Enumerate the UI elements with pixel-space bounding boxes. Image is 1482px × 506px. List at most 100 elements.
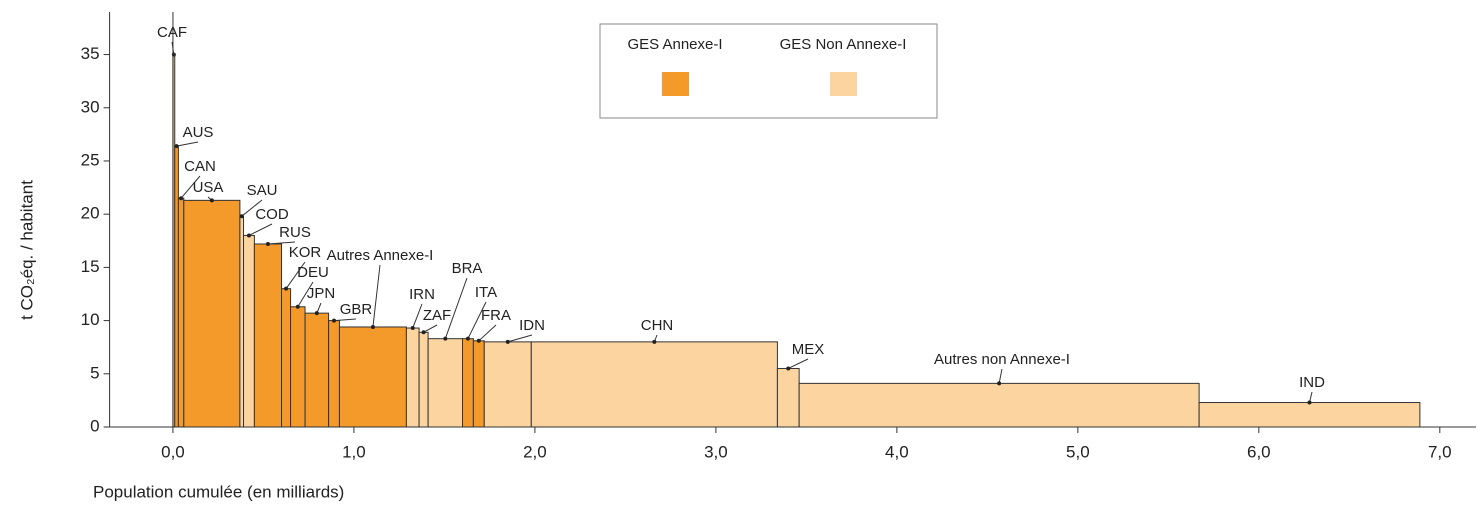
bar bbox=[798, 382, 1200, 428]
bar bbox=[427, 338, 464, 428]
leader-line bbox=[788, 358, 809, 369]
bar bbox=[290, 306, 306, 428]
bar-label: CHN bbox=[641, 317, 674, 334]
leader-line bbox=[423, 324, 438, 333]
point bbox=[209, 198, 214, 203]
bar bbox=[1198, 402, 1421, 428]
leader-line bbox=[412, 303, 423, 329]
point bbox=[476, 338, 481, 343]
leader-line bbox=[176, 141, 199, 147]
point bbox=[421, 330, 426, 335]
legend-box bbox=[599, 23, 938, 119]
bar-label: KOR bbox=[289, 244, 322, 261]
bar-label: ITA bbox=[475, 284, 497, 301]
leader-line bbox=[507, 334, 533, 343]
point bbox=[370, 324, 375, 329]
bar-label: SAU bbox=[247, 182, 278, 199]
y-tick-label: 35 bbox=[81, 44, 100, 63]
y-tick-label: 0 bbox=[90, 416, 99, 435]
x-tick-label: 6,0 bbox=[1247, 442, 1271, 461]
bar bbox=[328, 320, 340, 428]
point bbox=[246, 233, 251, 238]
bar bbox=[239, 215, 245, 428]
leader-line bbox=[444, 277, 468, 339]
x-tick-label: 0,0 bbox=[161, 442, 185, 461]
legend-swatch bbox=[830, 72, 857, 96]
point bbox=[505, 339, 510, 344]
bar bbox=[530, 341, 778, 428]
bar-label: COD bbox=[255, 206, 289, 223]
leader-line bbox=[241, 199, 263, 217]
bar-label: JPN bbox=[307, 285, 335, 302]
bar-label: MEX bbox=[792, 341, 825, 358]
y-axis-label: t CO₂éq. / habitant bbox=[17, 180, 36, 320]
bar-label: Autres Annexe-I bbox=[327, 247, 434, 264]
bar bbox=[405, 327, 420, 428]
x-axis-label: Population cumulée (en milliards) bbox=[93, 482, 344, 501]
leader-line bbox=[998, 368, 1003, 384]
y-tick-label: 20 bbox=[81, 204, 100, 223]
bar-label: BRA bbox=[452, 260, 483, 277]
point bbox=[174, 144, 179, 149]
bar-label: DEU bbox=[297, 264, 329, 281]
bar bbox=[304, 312, 330, 428]
bar bbox=[472, 340, 485, 428]
leader-line bbox=[267, 241, 296, 245]
y-tick-label: 10 bbox=[81, 310, 100, 329]
leader-line bbox=[333, 318, 357, 322]
point bbox=[1307, 400, 1312, 405]
bar bbox=[253, 243, 283, 428]
bar-label: IDN bbox=[519, 317, 545, 334]
x-tick-label: 2,0 bbox=[523, 442, 547, 461]
point bbox=[284, 286, 289, 291]
y-tick-label: 30 bbox=[81, 97, 100, 116]
bar bbox=[418, 331, 429, 428]
leader-line bbox=[372, 264, 381, 328]
bar bbox=[483, 341, 532, 428]
legend-swatch bbox=[662, 72, 689, 96]
y-tick-label: 5 bbox=[90, 363, 99, 382]
legend-label: GES Annexe-I bbox=[627, 36, 722, 53]
bar-label: CAN bbox=[184, 158, 216, 175]
bar bbox=[776, 367, 800, 428]
bar-label: AUS bbox=[183, 124, 214, 141]
point bbox=[239, 214, 244, 219]
bar bbox=[462, 338, 474, 428]
point bbox=[652, 339, 657, 344]
bar-label: CAF bbox=[157, 24, 187, 41]
leader-line bbox=[180, 175, 201, 199]
leader-line bbox=[478, 324, 497, 342]
bar bbox=[183, 199, 241, 428]
leader-line bbox=[248, 223, 273, 236]
bar-label: USA bbox=[193, 179, 224, 196]
leader-line bbox=[297, 281, 314, 308]
bar bbox=[177, 197, 185, 428]
bar bbox=[174, 145, 179, 428]
bar-label: ZAF bbox=[423, 307, 451, 324]
y-tick-label: 15 bbox=[81, 257, 100, 276]
bar-label: Autres non Annexe-I bbox=[934, 351, 1070, 368]
point bbox=[410, 326, 415, 331]
x-tick-label: 4,0 bbox=[885, 442, 909, 461]
x-tick-label: 7,0 bbox=[1428, 442, 1452, 461]
bar bbox=[281, 288, 292, 428]
point bbox=[443, 336, 448, 341]
bar bbox=[243, 234, 255, 428]
bar-label: IND bbox=[1299, 374, 1325, 391]
leader-line bbox=[285, 261, 306, 289]
x-tick-label: 5,0 bbox=[1066, 442, 1090, 461]
point bbox=[465, 336, 470, 341]
x-tick-label: 3,0 bbox=[704, 442, 728, 461]
leader-line bbox=[467, 301, 487, 339]
legend-label: GES Non Annexe-I bbox=[780, 36, 907, 53]
y-tick-label: 25 bbox=[81, 150, 100, 169]
point bbox=[314, 311, 319, 316]
point bbox=[295, 304, 300, 309]
point bbox=[179, 196, 184, 201]
bar-label: GBR bbox=[340, 301, 373, 318]
bar-label: IRN bbox=[409, 286, 435, 303]
bar-label: FRA bbox=[481, 307, 511, 324]
x-tick-label: 1,0 bbox=[342, 442, 366, 461]
bar bbox=[338, 326, 407, 428]
